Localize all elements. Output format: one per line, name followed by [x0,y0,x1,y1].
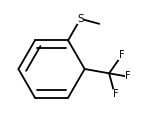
Text: F: F [113,89,119,99]
Text: F: F [125,71,131,81]
Text: F: F [119,50,124,60]
Text: S: S [77,14,84,24]
